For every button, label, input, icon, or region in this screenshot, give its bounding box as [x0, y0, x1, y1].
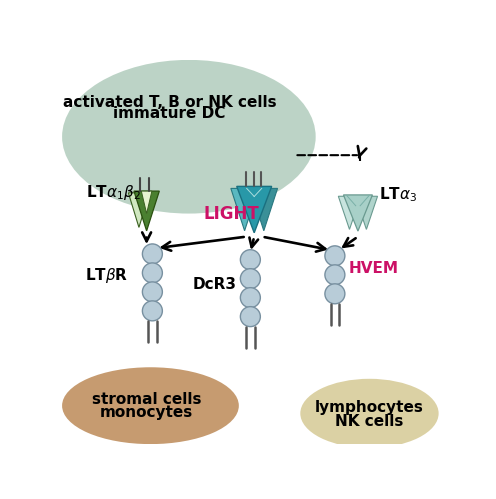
- Text: LIGHT: LIGHT: [203, 205, 259, 223]
- Circle shape: [241, 287, 260, 307]
- Circle shape: [241, 306, 260, 327]
- Circle shape: [142, 263, 162, 283]
- Text: immature DC: immature DC: [114, 106, 226, 121]
- Polygon shape: [134, 191, 159, 231]
- Ellipse shape: [300, 379, 438, 448]
- Circle shape: [142, 244, 162, 264]
- Text: lymphocytes: lymphocytes: [315, 400, 424, 415]
- Circle shape: [241, 250, 260, 269]
- Polygon shape: [237, 187, 272, 233]
- Polygon shape: [343, 195, 372, 231]
- Polygon shape: [355, 196, 377, 230]
- Text: stromal cells: stromal cells: [92, 392, 201, 407]
- Polygon shape: [250, 189, 278, 231]
- Polygon shape: [128, 193, 149, 228]
- Text: LT$\beta$R: LT$\beta$R: [85, 265, 128, 284]
- Text: monocytes: monocytes: [100, 405, 193, 420]
- Ellipse shape: [62, 60, 315, 214]
- Text: LT$\alpha_3$: LT$\alpha_3$: [379, 186, 418, 205]
- Circle shape: [142, 282, 162, 302]
- Text: LT$\alpha_1\beta_2$: LT$\alpha_1\beta_2$: [86, 183, 141, 202]
- Text: HVEM: HVEM: [348, 260, 398, 275]
- Circle shape: [241, 268, 260, 288]
- Polygon shape: [338, 196, 361, 230]
- Polygon shape: [141, 191, 152, 214]
- Ellipse shape: [62, 367, 239, 444]
- Text: activated T, B or NK cells: activated T, B or NK cells: [63, 95, 276, 110]
- Polygon shape: [231, 189, 258, 231]
- Text: NK cells: NK cells: [335, 414, 404, 429]
- Circle shape: [142, 301, 162, 321]
- Circle shape: [325, 265, 345, 285]
- Circle shape: [325, 284, 345, 304]
- Circle shape: [325, 246, 345, 266]
- Text: DcR3: DcR3: [193, 277, 237, 292]
